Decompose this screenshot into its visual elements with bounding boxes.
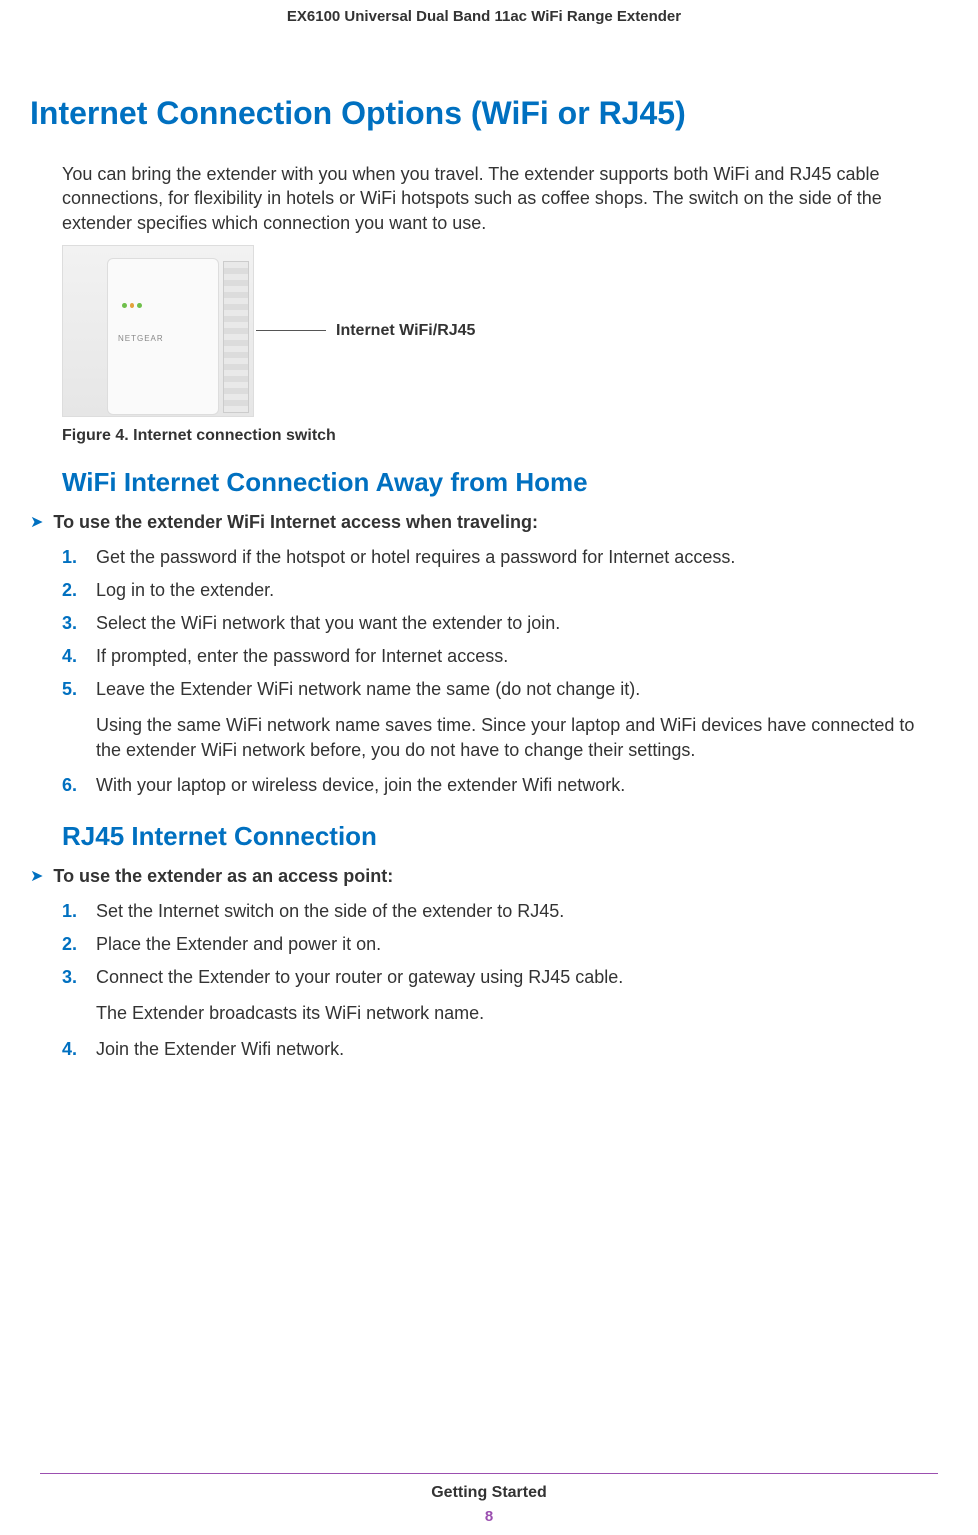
footer-rule — [40, 1473, 938, 1474]
list-item: Place the Extender and power it on. — [62, 931, 938, 958]
figure-internet-switch: NETGEAR Internet WiFi/RJ45 — [62, 245, 938, 417]
section-title: Internet Connection Options (WiFi or RJ4… — [30, 95, 938, 132]
arrow-icon: ➤ — [30, 866, 43, 888]
footer-page-number: 8 — [0, 1508, 978, 1525]
footer-chapter: Getting Started — [0, 1484, 978, 1502]
list-item: Get the password if the hotspot or hotel… — [62, 544, 938, 571]
device-leds — [122, 303, 142, 311]
step-text: Leave the Extender WiFi network name the… — [96, 679, 640, 699]
device-body: NETGEAR — [107, 258, 219, 415]
list-item: With your laptop or wireless device, joi… — [62, 772, 938, 799]
list-item: Join the Extender Wifi network. — [62, 1036, 938, 1063]
rj45-subsection-heading: RJ45 Internet Connection — [62, 821, 938, 852]
rj45-steps: Set the Internet switch on the side of t… — [62, 898, 938, 1062]
page-footer: Getting Started 8 — [0, 1473, 978, 1525]
wifi-procedure-heading: ➤ To use the extender WiFi Internet acce… — [30, 512, 938, 534]
list-item: Leave the Extender WiFi network name the… — [62, 676, 938, 762]
list-item: Log in to the extender. — [62, 577, 938, 604]
list-item: Connect the Extender to your router or g… — [62, 964, 938, 1025]
wifi-proc-title: To use the extender WiFi Internet access… — [53, 512, 538, 533]
intro-paragraph: You can bring the extender with you when… — [62, 162, 938, 235]
step-note: Using the same WiFi network name saves t… — [96, 713, 938, 762]
page: EX6100 Universal Dual Band 11ac WiFi Ran… — [0, 0, 978, 1525]
device-brand: NETGEAR — [118, 334, 164, 343]
figure-caption: Figure 4. Internet connection switch — [62, 427, 938, 445]
list-item: If prompted, enter the password for Inte… — [62, 643, 938, 670]
running-header: EX6100 Universal Dual Band 11ac WiFi Ran… — [30, 0, 938, 95]
arrow-icon: ➤ — [30, 512, 43, 534]
step-text: Connect the Extender to your router or g… — [96, 967, 623, 987]
wifi-subsection-heading: WiFi Internet Connection Away from Home — [62, 467, 938, 498]
rj45-proc-title: To use the extender as an access point: — [53, 866, 393, 887]
list-item: Set the Internet switch on the side of t… — [62, 898, 938, 925]
callout-label: Internet WiFi/RJ45 — [336, 322, 475, 340]
device-side-vents — [223, 261, 249, 413]
callout-line — [256, 330, 326, 331]
section-body: You can bring the extender with you when… — [62, 162, 938, 498]
device-image: NETGEAR — [62, 245, 254, 417]
rj45-steps-block: Set the Internet switch on the side of t… — [62, 898, 938, 1062]
step-note: The Extender broadcasts its WiFi network… — [96, 1001, 938, 1025]
wifi-steps: Get the password if the hotspot or hotel… — [62, 544, 938, 799]
rj45-procedure-heading: ➤ To use the extender as an access point… — [30, 866, 938, 888]
wifi-steps-block: Get the password if the hotspot or hotel… — [62, 544, 938, 852]
list-item: Select the WiFi network that you want th… — [62, 610, 938, 637]
